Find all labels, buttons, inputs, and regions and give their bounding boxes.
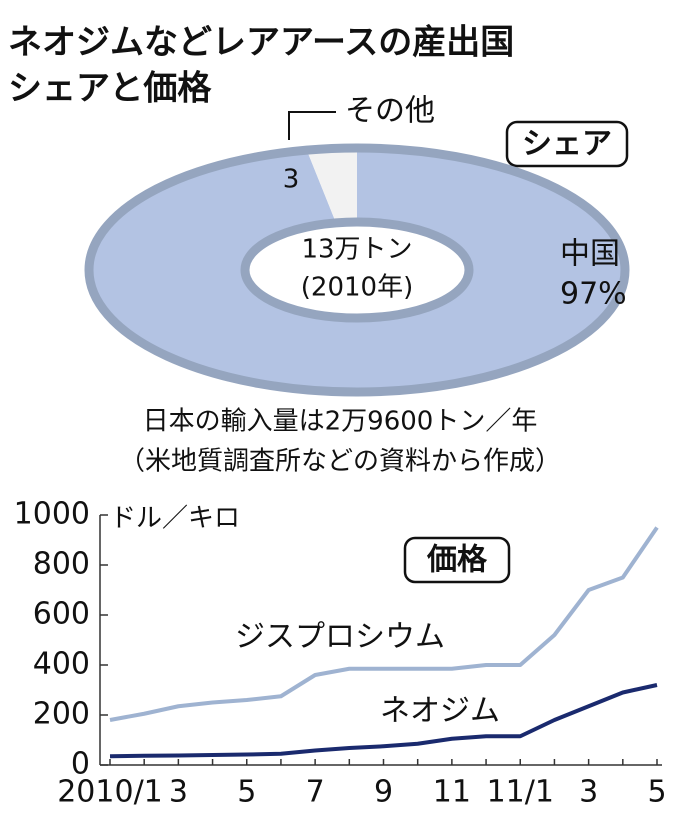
x-tick-label: 7: [306, 775, 325, 810]
series-label: ジスプロシウム: [235, 620, 445, 655]
series-label: ネオジム: [380, 694, 500, 729]
label-box: [505, 120, 629, 168]
y-unit: ドル／キロ: [110, 504, 240, 534]
annotation: 日本の輸入量は2万9600トン／年: [143, 407, 538, 437]
line-label: 価格: [426, 543, 488, 578]
pie-edge: [84, 143, 630, 397]
annotation: （米地質調査所などの資料から作成）: [119, 447, 561, 477]
leader-line: [288, 111, 336, 140]
label-box: [403, 536, 511, 584]
x-tick-label: 5: [237, 775, 256, 810]
pie-edge: [240, 217, 474, 323]
pie-label: シェア: [522, 127, 612, 162]
x-tick-label: 5: [647, 775, 666, 810]
x-tick-label: 3: [169, 775, 188, 810]
x-tick-label: 11: [433, 775, 471, 810]
title-line: シェアと価格: [8, 69, 212, 109]
line-series: [109, 526, 659, 722]
y-tick-label: 1000: [14, 497, 90, 532]
category-label: その他: [345, 94, 435, 129]
line-series: [109, 683, 658, 759]
pie-slice: [306, 148, 357, 223]
y-tick-label: 800: [33, 547, 90, 582]
pie-slice: [88, 148, 625, 392]
title-line: ネオジムなどレアアースの産出国: [8, 23, 514, 63]
category-label: 中国: [560, 237, 620, 272]
value-label: 97%: [560, 277, 627, 312]
x-tick-label: 3: [579, 775, 598, 810]
x-tick-label: 9: [374, 775, 393, 810]
y-tick-label: 600: [33, 597, 90, 632]
x-tick-label: 11/1: [487, 775, 554, 810]
center-text: (2010年): [301, 273, 413, 303]
value-label: 3: [283, 165, 300, 195]
x-tick-label: 2010/1: [57, 775, 163, 810]
y-tick-label: 200: [33, 697, 90, 732]
center-text: 13万トン: [301, 235, 412, 265]
y-tick-label: 0: [71, 747, 90, 782]
y-tick-label: 400: [33, 647, 90, 682]
